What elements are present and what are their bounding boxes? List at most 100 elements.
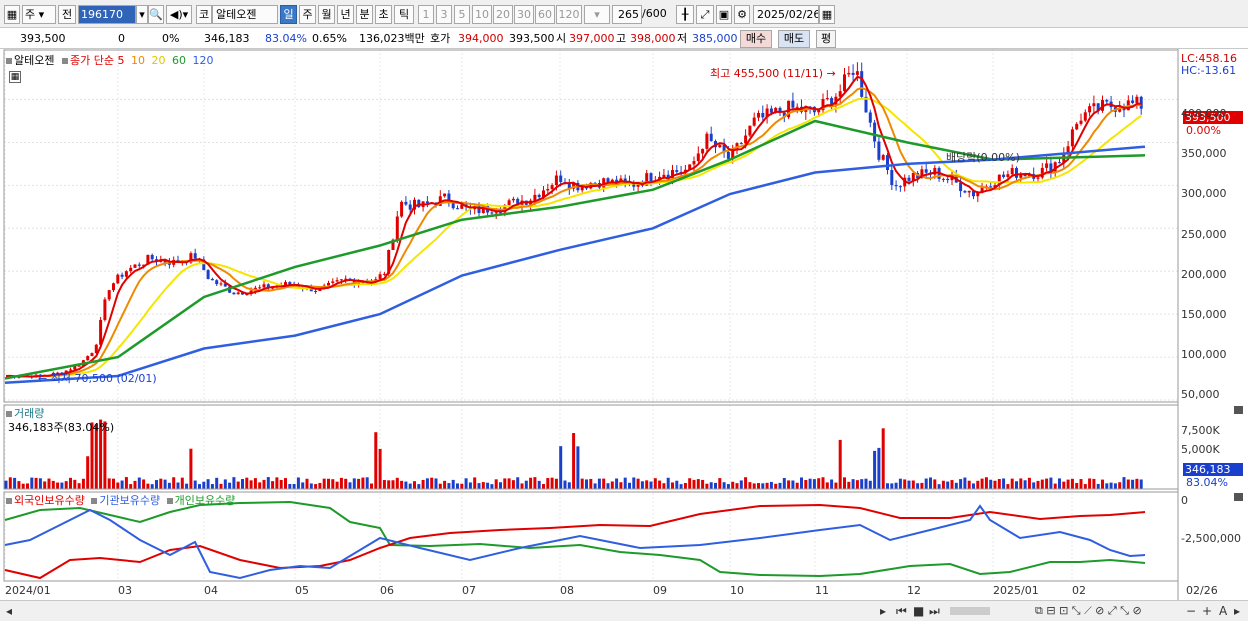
panel-close-icon[interactable] (1234, 406, 1243, 414)
volume-bar (1023, 480, 1027, 489)
volume-bar (327, 478, 330, 489)
candle-body (636, 183, 640, 187)
candle-body (795, 106, 799, 108)
volume-bar (507, 478, 511, 489)
legend-institution[interactable]: 기관보유수량 (99, 494, 161, 507)
minute-60[interactable]: 60 (535, 5, 555, 24)
scroll-left-icon[interactable]: ◂ (6, 604, 13, 618)
candle-body (425, 201, 429, 204)
volume-bar (735, 483, 739, 489)
prev-button[interactable]: 전 (58, 5, 76, 24)
calendar-icon[interactable]: ▦ (819, 5, 835, 24)
speaker-icon[interactable]: ◀)▾ (166, 5, 192, 24)
volume-value: 346,183주(83.04%) (8, 421, 115, 434)
current-price-tag: 393,500 (1183, 111, 1243, 124)
series-marker-icon (61, 57, 68, 64)
candle-body (408, 204, 412, 210)
candle-body (456, 208, 459, 210)
legend-stock-name[interactable]: 알테오젠 (14, 54, 55, 67)
gear-icon[interactable]: ⚙ (734, 5, 750, 24)
stock-name[interactable]: 알테오젠 (212, 5, 278, 24)
period-year[interactable]: 년 (337, 5, 354, 24)
minute-120[interactable]: 120 (556, 5, 582, 24)
count-input[interactable]: 265 (612, 5, 642, 24)
candle-body (537, 194, 541, 198)
volume-bar (51, 480, 55, 489)
candle-body (1105, 100, 1109, 102)
sell-button[interactable]: 매도 (778, 30, 810, 48)
interval-dropdown[interactable]: ▾ (584, 5, 610, 24)
period-month[interactable]: 월 (318, 5, 335, 24)
code-dropdown-icon[interactable]: ▾ (136, 5, 148, 24)
candle-body (1040, 167, 1044, 178)
period-minute[interactable]: 분 (356, 5, 373, 24)
stop-icon[interactable]: ■ (913, 604, 925, 618)
volume-bar (129, 484, 133, 489)
minute-1[interactable]: 1 (418, 5, 434, 24)
first-icon[interactable]: ⏮ (896, 604, 907, 618)
candle-body (898, 186, 902, 188)
volume-bar (808, 478, 812, 489)
volume-bar (1002, 478, 1006, 489)
volume-tag: 346,183 (1183, 463, 1243, 476)
period-day[interactable]: 일 (280, 5, 297, 24)
volume-bar (167, 482, 171, 489)
minute-30[interactable]: 30 (514, 5, 534, 24)
auto-scale-icon[interactable]: A (1219, 604, 1228, 618)
series-marker-icon (6, 497, 12, 504)
volume-bar (395, 477, 399, 489)
period-tick[interactable]: 틱 (394, 5, 414, 24)
line-tool-icon[interactable]: ⤢ (696, 5, 714, 24)
market-select[interactable]: 주 ▾ (22, 5, 56, 24)
candle-body (911, 173, 915, 181)
period-second[interactable]: 초 (375, 5, 392, 24)
candle-body (1135, 96, 1139, 103)
panel-close-icon[interactable] (1234, 493, 1243, 501)
volume-bar (249, 480, 253, 489)
volume-bar (430, 477, 434, 489)
search-icon[interactable]: 🔍 (148, 5, 164, 24)
volume-bar (640, 481, 644, 489)
volume-bar (688, 478, 692, 489)
zoom-out-icon[interactable]: − (1186, 604, 1197, 618)
bottom-scrollbar[interactable]: ◂ ▸ ⏮ ■ ⏭ ⧉ ⊟ ⊡ ⤡ ⟋ ⊘ ⤢ ⤡ ⊘ − + A ▸ (0, 600, 1248, 621)
scroll-right-end-icon[interactable]: ▸ (1234, 604, 1241, 618)
avg-button[interactable]: 평 (816, 30, 836, 48)
tool-icons[interactable]: ⧉ ⊟ ⊡ ⤡ ⟋ ⊘ ⤢ ⤡ ⊘ (1035, 604, 1142, 617)
minute-3[interactable]: 3 (436, 5, 452, 24)
legend-indicator[interactable]: 종가 단순 (69, 54, 114, 67)
legend-foreign[interactable]: 외국인보유수량 (14, 494, 85, 507)
volume-bar (202, 481, 206, 489)
volume-bar (692, 479, 696, 489)
scroll-thumb[interactable] (950, 607, 990, 615)
minute-5[interactable]: 5 (454, 5, 470, 24)
candle-body (193, 253, 197, 259)
stock-chart[interactable] (0, 49, 1248, 601)
candle-body (632, 183, 636, 187)
volume-title[interactable]: 거래량 (14, 407, 45, 420)
zoom-in-icon[interactable]: + (1202, 604, 1213, 618)
legend-individual[interactable]: 개인보유수량 (174, 494, 236, 507)
candle-icon[interactable]: ╂ (676, 5, 694, 24)
volume-bar (26, 483, 29, 489)
volume-bar (1075, 482, 1079, 489)
date-input[interactable]: 2025/02/26 (753, 5, 819, 24)
low-label: 저 (677, 32, 688, 45)
volume-bar (292, 483, 296, 489)
minute-20[interactable]: 20 (493, 5, 513, 24)
volume-bar (524, 480, 528, 489)
x-label: 07 (462, 584, 476, 597)
volume-bar (1139, 479, 1143, 489)
table-icon[interactable]: ▦ (9, 71, 21, 83)
buy-button[interactable]: 매수 (740, 30, 772, 48)
x-label: 08 (560, 584, 574, 597)
panel-icon[interactable]: ▦ (4, 5, 20, 24)
code-input[interactable]: 196170 (78, 5, 136, 24)
save-icon[interactable]: ▣ (716, 5, 732, 24)
volume-bar (761, 483, 765, 489)
scroll-right-icon[interactable]: ▸ (880, 604, 887, 618)
volume-bar (774, 483, 778, 489)
period-week[interactable]: 주 (299, 5, 316, 24)
last-icon[interactable]: ⏭ (929, 604, 940, 618)
minute-10[interactable]: 10 (472, 5, 492, 24)
